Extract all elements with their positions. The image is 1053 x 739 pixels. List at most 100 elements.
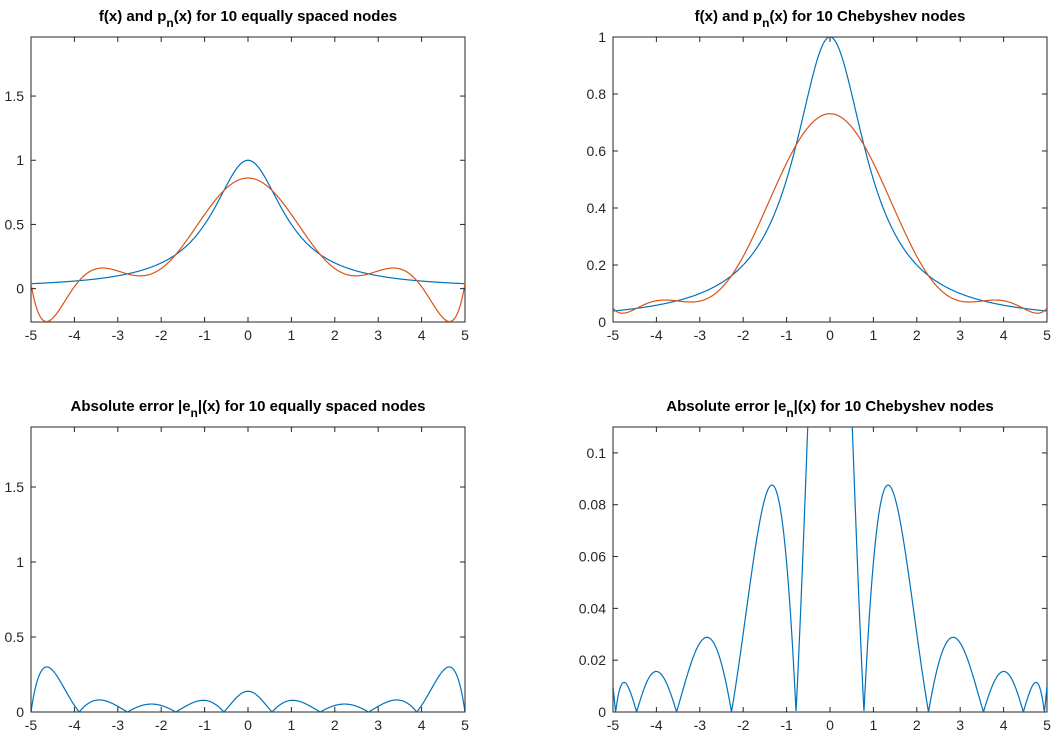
x-tick-label: 0: [826, 327, 834, 343]
subplot-title: Absolute error |en|(x) for 10 equally sp…: [70, 398, 425, 420]
x-tick-label: 2: [331, 717, 339, 733]
title-text-rest: (x) for 10 Chebyshev nodes: [769, 8, 965, 25]
y-tick-label: 0.02: [579, 652, 606, 668]
y-tick-label: 1: [16, 554, 24, 570]
title-text-rest: (x) for 10 equally spaced nodes: [174, 8, 397, 25]
curve-layer: [31, 159, 465, 322]
y-axis: 0 0.5 1 1.5: [5, 479, 465, 720]
x-tick-label: 1: [288, 717, 296, 733]
title-text-main: f(x) and p: [695, 8, 763, 25]
x-axis: -5 -4 -3 -2 -1 0 1 2 3 4 5: [25, 37, 469, 343]
y-tick-label: 0.2: [587, 257, 607, 273]
subplot-title: Absolute error |en|(x) for 10 Chebyshev …: [666, 398, 994, 420]
plot-area: [612, 36, 1048, 323]
y-tick-label: 0.1: [587, 445, 607, 461]
x-tick-label: -4: [68, 327, 81, 343]
subplot-chebyshev-error: Absolute error |en|(x) for 10 Chebyshev …: [579, 398, 1051, 733]
x-tick-label: -5: [25, 717, 38, 733]
x-tick-label: 1: [870, 327, 878, 343]
subplot-equispaced-error: Absolute error |en|(x) for 10 equally sp…: [5, 398, 470, 733]
x-tick-label: 0: [244, 327, 252, 343]
x-tick-label: -3: [112, 717, 125, 733]
x-tick-label: 3: [956, 327, 964, 343]
y-tick-label: 1.5: [5, 88, 25, 104]
curve-layer: [31, 666, 465, 712]
y-tick-label: 0.6: [587, 143, 607, 159]
y-tick-label: 0.8: [587, 86, 607, 102]
y-tick-label: 0: [16, 281, 24, 297]
x-tick-label: -4: [68, 717, 81, 733]
x-tick-label: 4: [418, 327, 426, 343]
x-tick-label: 4: [418, 717, 426, 733]
subplot-chebyshev-fit: f(x) and pn(x) for 10 Chebyshev nodes -5…: [587, 8, 1052, 343]
plot-area: [612, 426, 1048, 713]
title-subscript: n: [786, 406, 793, 420]
x-tick-label: 2: [331, 327, 339, 343]
y-tick-label: 0: [16, 704, 24, 720]
curve-layer: [613, 37, 1047, 314]
x-tick-label: -3: [112, 327, 125, 343]
plot-area: [30, 426, 466, 713]
x-tick-label: -3: [694, 327, 707, 343]
series-f-line: [31, 159, 465, 285]
x-tick-label: 5: [461, 327, 469, 343]
x-tick-label: -1: [780, 327, 793, 343]
y-axis: 0 0.2 0.4 0.6 0.8 1: [587, 29, 1047, 330]
x-tick-label: 2: [913, 717, 921, 733]
y-tick-label: 0.08: [579, 497, 606, 513]
x-tick-label: -1: [198, 327, 211, 343]
title-text-rest: |(x) for 10 Chebyshev nodes: [794, 398, 994, 415]
x-tick-label: -2: [155, 327, 168, 343]
x-tick-label: 3: [956, 717, 964, 733]
series-err-line: [613, 427, 1047, 712]
y-tick-label: 1.5: [5, 479, 25, 495]
title-subscript: n: [762, 16, 769, 30]
x-tick-label: -3: [694, 717, 707, 733]
x-tick-label: -2: [737, 327, 750, 343]
x-tick-label: 2: [913, 327, 921, 343]
x-tick-label: -1: [780, 717, 793, 733]
x-tick-label: 3: [374, 717, 382, 733]
x-axis: -5 -4 -3 -2 -1 0 1 2 3 4 5: [607, 427, 1051, 733]
title-text-main: Absolute error |e: [666, 398, 786, 415]
subplot-title: f(x) and pn(x) for 10 equally spaced nod…: [99, 8, 397, 30]
series-err-line: [31, 666, 465, 712]
x-tick-label: 5: [1043, 717, 1051, 733]
y-tick-label: 0.04: [579, 600, 606, 616]
x-tick-label: 5: [1043, 327, 1051, 343]
x-tick-label: -2: [737, 717, 750, 733]
x-tick-label: 5: [461, 717, 469, 733]
y-tick-label: 1: [16, 152, 24, 168]
y-tick-label: 0.4: [587, 200, 607, 216]
x-tick-label: -5: [25, 327, 38, 343]
title-subscript: n: [166, 16, 173, 30]
x-tick-label: -1: [198, 717, 211, 733]
title-subscript: n: [191, 406, 198, 420]
subplot-equispaced-fit: f(x) and pn(x) for 10 equally spaced nod…: [5, 8, 470, 343]
y-tick-label: 0: [598, 704, 606, 720]
series-f-line: [613, 37, 1047, 312]
x-tick-label: 0: [826, 717, 834, 733]
x-tick-label: 3: [374, 327, 382, 343]
title-text-rest: |(x) for 10 equally spaced nodes: [198, 398, 426, 415]
y-tick-label: 0: [598, 314, 606, 330]
x-tick-label: -5: [607, 717, 620, 733]
x-tick-label: -4: [650, 327, 663, 343]
x-tick-label: 0: [244, 717, 252, 733]
curve-layer: [613, 427, 1047, 712]
title-text-main: Absolute error |e: [70, 398, 190, 415]
title-text-main: f(x) and p: [99, 8, 167, 25]
x-tick-label: 1: [288, 327, 296, 343]
x-tick-label: 4: [1000, 717, 1008, 733]
subplot-title: f(x) and pn(x) for 10 Chebyshev nodes: [695, 8, 966, 30]
y-axis: 0 0.02 0.04 0.06 0.08 0.1: [579, 445, 1047, 720]
x-tick-label: 1: [870, 717, 878, 733]
y-tick-label: 0.5: [5, 216, 25, 232]
y-tick-label: 0.5: [5, 629, 25, 645]
y-axis: 0 0.5 1 1.5: [5, 88, 465, 297]
x-tick-label: -4: [650, 717, 663, 733]
series-p-line: [31, 177, 465, 322]
x-tick-label: -5: [607, 327, 620, 343]
y-tick-label: 0.06: [579, 549, 606, 565]
